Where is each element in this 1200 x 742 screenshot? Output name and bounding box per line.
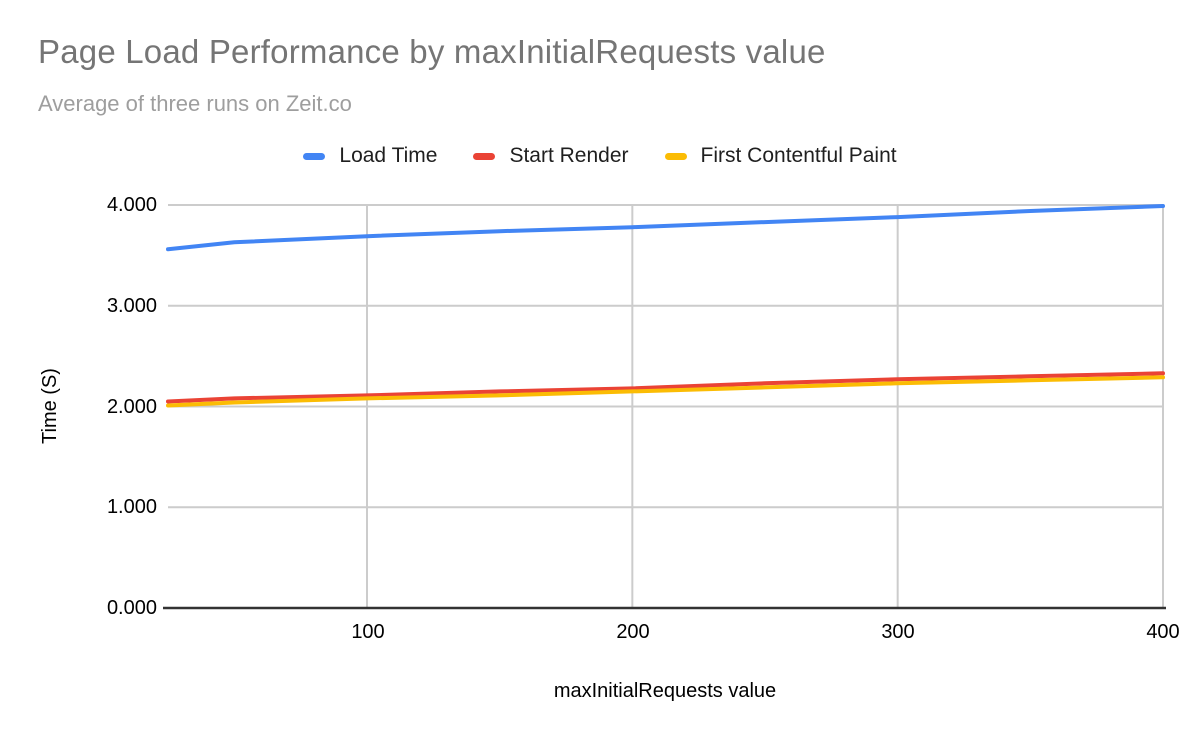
x-tick-label-100: 100 xyxy=(351,621,385,643)
series-line-load-time xyxy=(166,204,1165,252)
y-tick-label-1: 1.000 xyxy=(106,496,157,518)
y-tick-label-0: 0.000 xyxy=(106,597,157,619)
y-tick-label-3: 3.000 xyxy=(106,295,157,317)
x-tick-label-400: 400 xyxy=(1146,621,1180,643)
first-contentful-paint-swatch-icon xyxy=(664,152,687,160)
y-tick-label-2: 2.000 xyxy=(106,396,157,418)
x-tick-label-200: 200 xyxy=(616,621,650,643)
series-line-first-contentful-paint xyxy=(166,375,1165,408)
x-tick-label-300: 300 xyxy=(881,621,915,643)
start-render-swatch-icon xyxy=(473,152,496,160)
y-tick-label-4: 4.000 xyxy=(106,194,157,216)
legend-label-first-contentful-paint: First Contentful Paint xyxy=(700,144,897,167)
series-line-start-render xyxy=(166,371,1165,404)
y-axis-title: Time (S) xyxy=(39,368,61,444)
chart-title: Page Load Performance by maxInitialReque… xyxy=(38,33,826,70)
legend: Load Time Start Render First Contentful … xyxy=(0,144,1200,168)
legend-item-start-render[interactable]: Start Render xyxy=(473,144,629,168)
legend-label-start-render: Start Render xyxy=(509,144,629,167)
legend-item-first-contentful-paint[interactable]: First Contentful Paint xyxy=(664,144,897,168)
legend-label-load-time: Load Time xyxy=(339,144,438,167)
legend-item-load-time[interactable]: Load Time xyxy=(303,144,437,168)
chart-subtitle: Average of three runs on Zeit.co xyxy=(38,91,352,116)
x-axis-title: maxInitialRequests value xyxy=(553,680,777,702)
load-time-swatch-icon xyxy=(303,152,326,160)
